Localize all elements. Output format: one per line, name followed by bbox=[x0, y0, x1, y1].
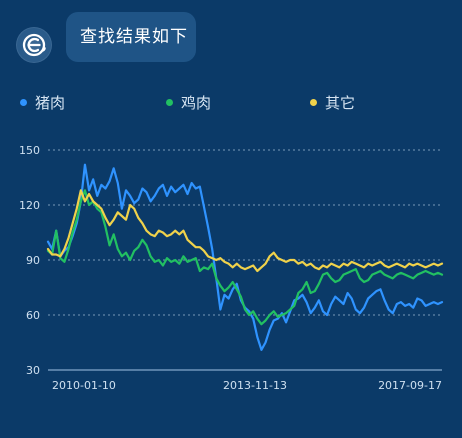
legend-dot bbox=[310, 98, 317, 106]
chart-legend: 猪肉 鸡肉 其它 bbox=[0, 90, 462, 114]
bot-headset-icon bbox=[22, 33, 46, 57]
y-tick-label: 60 bbox=[26, 309, 40, 322]
series-line bbox=[46, 189, 444, 326]
message-text: 查找结果如下 bbox=[80, 27, 188, 47]
y-tick-label: 90 bbox=[26, 254, 40, 267]
series-line bbox=[46, 163, 444, 351]
series-line bbox=[46, 189, 444, 273]
legend-label: 鸡肉 bbox=[181, 93, 212, 112]
legend-dot bbox=[20, 98, 27, 106]
y-tick-label: 150 bbox=[19, 144, 40, 157]
legend-label: 其它 bbox=[325, 93, 356, 112]
legend-dot bbox=[166, 98, 173, 106]
y-tick-label: 120 bbox=[19, 199, 40, 212]
legend-item-other[interactable]: 其它 bbox=[310, 90, 355, 114]
legend-item-pork[interactable]: 猪肉 bbox=[20, 90, 65, 114]
price-line-chart: 30 60 90 120 150 2010-01-10 2013-11-13 2017-09-… bbox=[0, 130, 462, 434]
x-tick-label: 2013-11-13 bbox=[223, 379, 287, 392]
legend-item-chicken[interactable]: 鸡肉 bbox=[166, 90, 211, 114]
x-tick-label: 2010-01-10 bbox=[52, 379, 116, 392]
y-tick-label: 30 bbox=[26, 364, 40, 377]
bot-avatar bbox=[16, 27, 52, 63]
legend-label: 猪肉 bbox=[35, 93, 66, 112]
message-bubble: 查找结果如下 bbox=[66, 12, 196, 62]
x-tick-label: 2017-09-17 bbox=[378, 379, 442, 392]
chart-svg: 30 60 90 120 150 2010-01-10 2013-11-13 2017-09-… bbox=[19, 144, 444, 392]
